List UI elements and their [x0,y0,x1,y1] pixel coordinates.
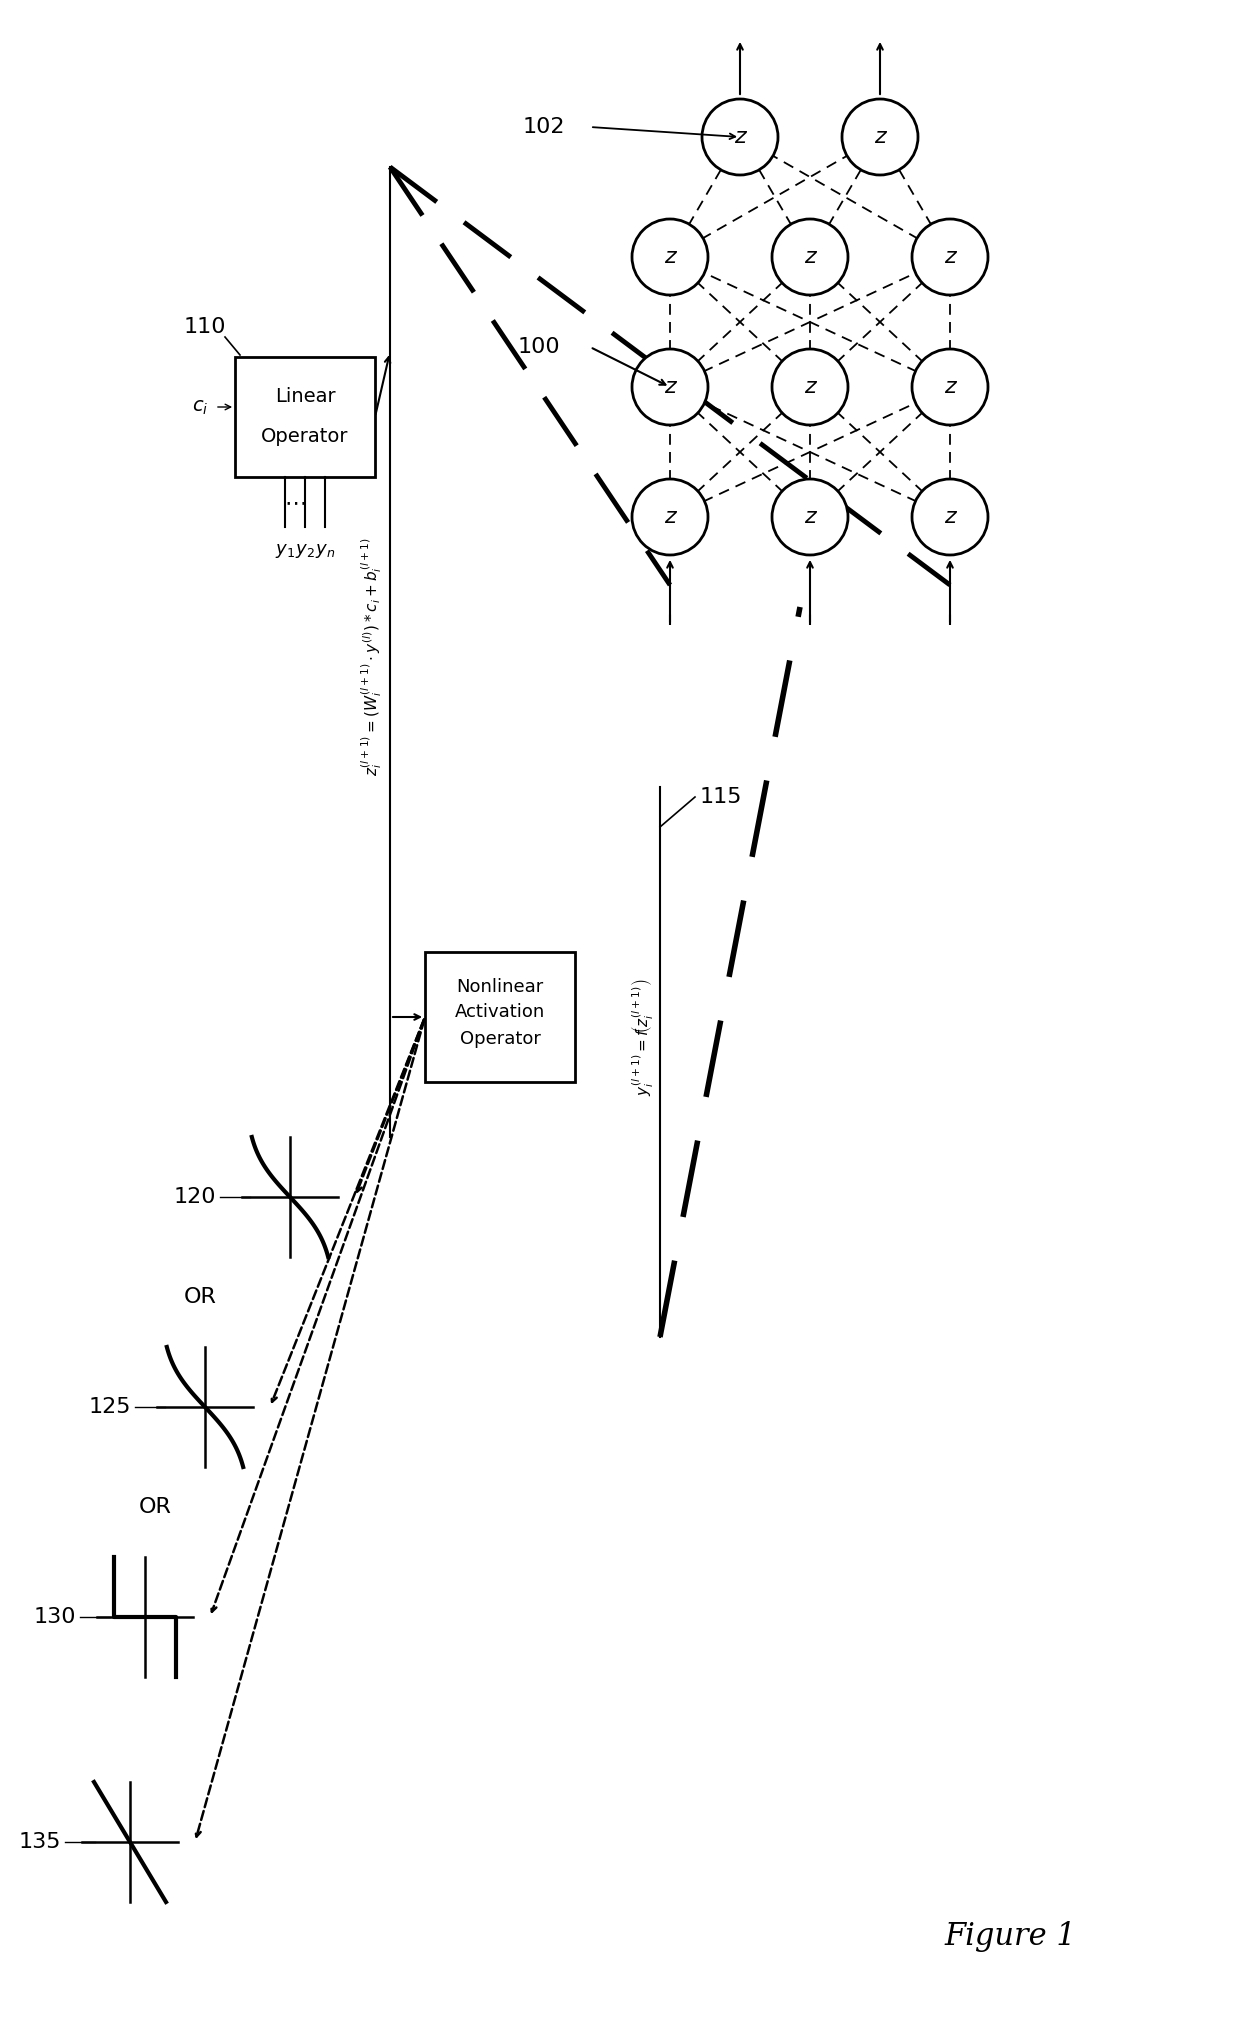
Text: $\cdots$: $\cdots$ [284,493,306,511]
Text: $c_i$: $c_i$ [192,397,208,416]
Circle shape [911,220,988,295]
Circle shape [773,479,848,554]
Text: 135: 135 [19,1831,61,1852]
Circle shape [773,348,848,426]
Text: z: z [805,246,816,267]
Text: z: z [944,377,956,397]
Bar [236,356,374,477]
Text: 130: 130 [33,1607,76,1628]
Text: z: z [805,377,816,397]
Text: z: z [734,126,745,147]
Text: 110: 110 [184,318,226,336]
Circle shape [702,100,777,175]
Text: $y_i^{(l+1)} = f\!\left(z_i^{(l+1)}\right)$: $y_i^{(l+1)} = f\!\left(z_i^{(l+1)}\righ… [629,978,655,1096]
Text: Linear: Linear [275,387,335,407]
Circle shape [632,220,708,295]
Text: $y_1$: $y_1$ [275,542,295,560]
Text: z: z [665,246,676,267]
Text: Figure 1: Figure 1 [944,1921,1076,1953]
Bar [425,951,575,1082]
Text: $z_i^{(l+1)} = (W_i^{(l+1)} \cdot y^{(l)}) * c_i + b_i^{(l+1)}$: $z_i^{(l+1)} = (W_i^{(l+1)} \cdot y^{(l)… [360,538,384,776]
Text: 120: 120 [174,1188,216,1208]
Text: z: z [874,126,885,147]
Text: $y_n$: $y_n$ [315,542,335,560]
Text: Nonlinear: Nonlinear [456,978,543,996]
Circle shape [842,100,918,175]
Text: z: z [805,507,816,528]
Text: Operator: Operator [460,1031,541,1047]
Circle shape [773,220,848,295]
Text: z: z [944,507,956,528]
Text: z: z [665,507,676,528]
Text: 102: 102 [522,116,565,136]
Circle shape [911,479,988,554]
Text: OR: OR [139,1497,171,1518]
Text: z: z [944,246,956,267]
Circle shape [911,348,988,426]
Circle shape [632,479,708,554]
Text: 125: 125 [89,1397,131,1418]
Text: Operator: Operator [262,428,348,446]
Text: 100: 100 [517,336,560,356]
Text: Activation: Activation [455,1002,546,1021]
Text: OR: OR [184,1287,217,1308]
Text: 115: 115 [701,786,743,807]
Text: z: z [665,377,676,397]
Text: $y_2$: $y_2$ [295,542,315,560]
Circle shape [632,348,708,426]
